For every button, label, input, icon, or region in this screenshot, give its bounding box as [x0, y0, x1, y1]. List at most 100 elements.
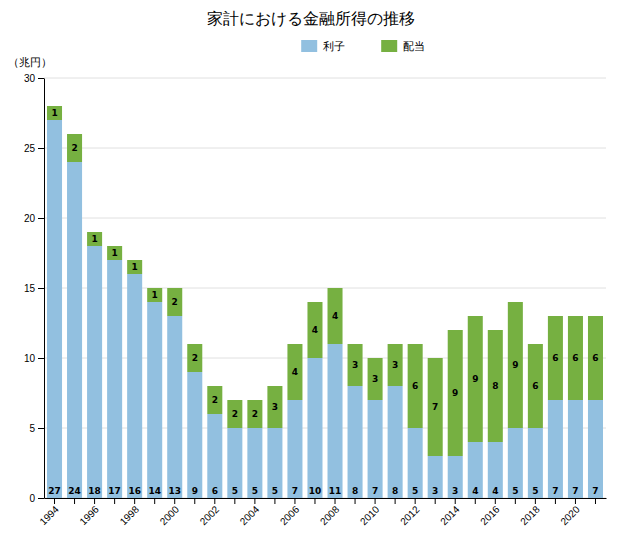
- data-label: 9: [472, 374, 478, 384]
- bar: [227, 400, 242, 428]
- data-label: 5: [512, 486, 518, 496]
- data-label: 3: [352, 360, 358, 370]
- y-tick: 5: [29, 423, 44, 434]
- bar: [408, 428, 423, 498]
- x-tick-label: 2012: [398, 503, 422, 527]
- bar: [127, 274, 142, 498]
- x-tick-label: 2018: [518, 503, 542, 527]
- data-label: 4: [492, 486, 498, 496]
- data-label: 6: [552, 353, 558, 363]
- x-tick-mark: [355, 498, 356, 504]
- data-label: 3: [272, 402, 278, 412]
- y-tick-label: 5: [29, 423, 35, 434]
- data-label: 7: [572, 486, 578, 496]
- x-axis-line: [45, 498, 607, 499]
- bar: [107, 260, 122, 498]
- x-axis: 1994199619982000200220042006200820102012…: [37, 498, 606, 527]
- x-tick-mark: [134, 498, 135, 504]
- x-tick: 1996: [77, 498, 101, 527]
- data-label: 27: [48, 486, 61, 496]
- x-tick-mark: [214, 498, 215, 504]
- bar: [187, 344, 202, 372]
- x-tick: 2020: [558, 498, 582, 527]
- y-tick-mark: [38, 78, 44, 79]
- x-tick-mark: [194, 498, 195, 504]
- x-tick-label: 2014: [438, 503, 462, 527]
- data-label: 3: [452, 486, 458, 496]
- x-tick: [194, 498, 195, 504]
- data-label: 7: [292, 486, 298, 496]
- x-tick-mark: [314, 498, 315, 504]
- x-tick-mark: [274, 498, 275, 504]
- data-label: 6: [412, 381, 418, 391]
- bar: [588, 400, 603, 498]
- x-tick-label: 2020: [558, 503, 582, 527]
- data-label: 5: [412, 486, 418, 496]
- bar: [267, 428, 282, 498]
- bar: [408, 344, 423, 428]
- x-tick-mark: [254, 498, 255, 504]
- y-axis: 051015202530: [24, 73, 45, 504]
- x-tick-label: 1994: [37, 503, 61, 527]
- x-tick-mark: [174, 498, 175, 504]
- bar: [167, 316, 182, 498]
- data-label: 8: [492, 381, 498, 391]
- plot: 1994199619982000200220042006200820102012…: [24, 73, 607, 527]
- bar: [368, 400, 383, 498]
- bar: [107, 246, 122, 260]
- data-label: 8: [352, 486, 358, 496]
- x-tick-mark: [395, 498, 396, 504]
- x-tick-mark: [154, 498, 155, 504]
- y-tick: 25: [24, 143, 44, 154]
- bar: [307, 358, 322, 498]
- x-tick-mark: [495, 498, 496, 504]
- y-tick-mark: [38, 288, 44, 289]
- x-tick: [595, 498, 596, 504]
- data-label: 7: [592, 486, 598, 496]
- legend-label: 利子: [323, 40, 345, 53]
- grid-line: [44, 148, 606, 149]
- y-tick-mark: [38, 428, 44, 429]
- data-label: 5: [252, 486, 258, 496]
- x-tick: 2014: [438, 498, 462, 527]
- y-tick-label: 30: [24, 73, 36, 84]
- data-label: 3: [392, 360, 398, 370]
- bar: [548, 400, 563, 498]
- legend-item: 配当: [381, 40, 425, 53]
- data-label: 9: [512, 360, 518, 370]
- bar: [488, 442, 503, 498]
- data-label: 17: [108, 486, 121, 496]
- y-tick-mark: [38, 498, 44, 499]
- bar: [528, 428, 543, 498]
- x-tick-mark: [234, 498, 235, 504]
- bar: [508, 302, 523, 428]
- data-label: 5: [272, 486, 278, 496]
- x-tick-label: 2010: [358, 503, 382, 527]
- x-tick: [355, 498, 356, 504]
- bar: [488, 330, 503, 442]
- x-tick-mark: [415, 498, 416, 504]
- data-label: 2: [232, 409, 238, 419]
- chart: 1994199619982000200220042006200820102012…: [0, 0, 622, 550]
- bar: [348, 344, 363, 386]
- data-label: 6: [532, 381, 538, 391]
- data-label: 9: [452, 388, 458, 398]
- bar: [287, 400, 302, 498]
- x-tick-label: 2006: [278, 503, 302, 527]
- bar: [307, 302, 322, 358]
- bar: [568, 316, 583, 400]
- grid-line: [44, 78, 606, 79]
- y-tick-label: 10: [24, 353, 36, 364]
- x-tick: 1998: [118, 498, 142, 527]
- x-tick: 2006: [278, 498, 302, 527]
- bar: [127, 260, 142, 274]
- x-tick: [74, 498, 75, 504]
- y-tick: 30: [24, 73, 44, 84]
- x-tick: [555, 498, 556, 504]
- x-tick: [234, 498, 235, 504]
- bar: [47, 106, 62, 120]
- bar: [468, 316, 483, 442]
- bar: [287, 344, 302, 400]
- x-tick-mark: [375, 498, 376, 504]
- y-tick: 10: [24, 353, 44, 364]
